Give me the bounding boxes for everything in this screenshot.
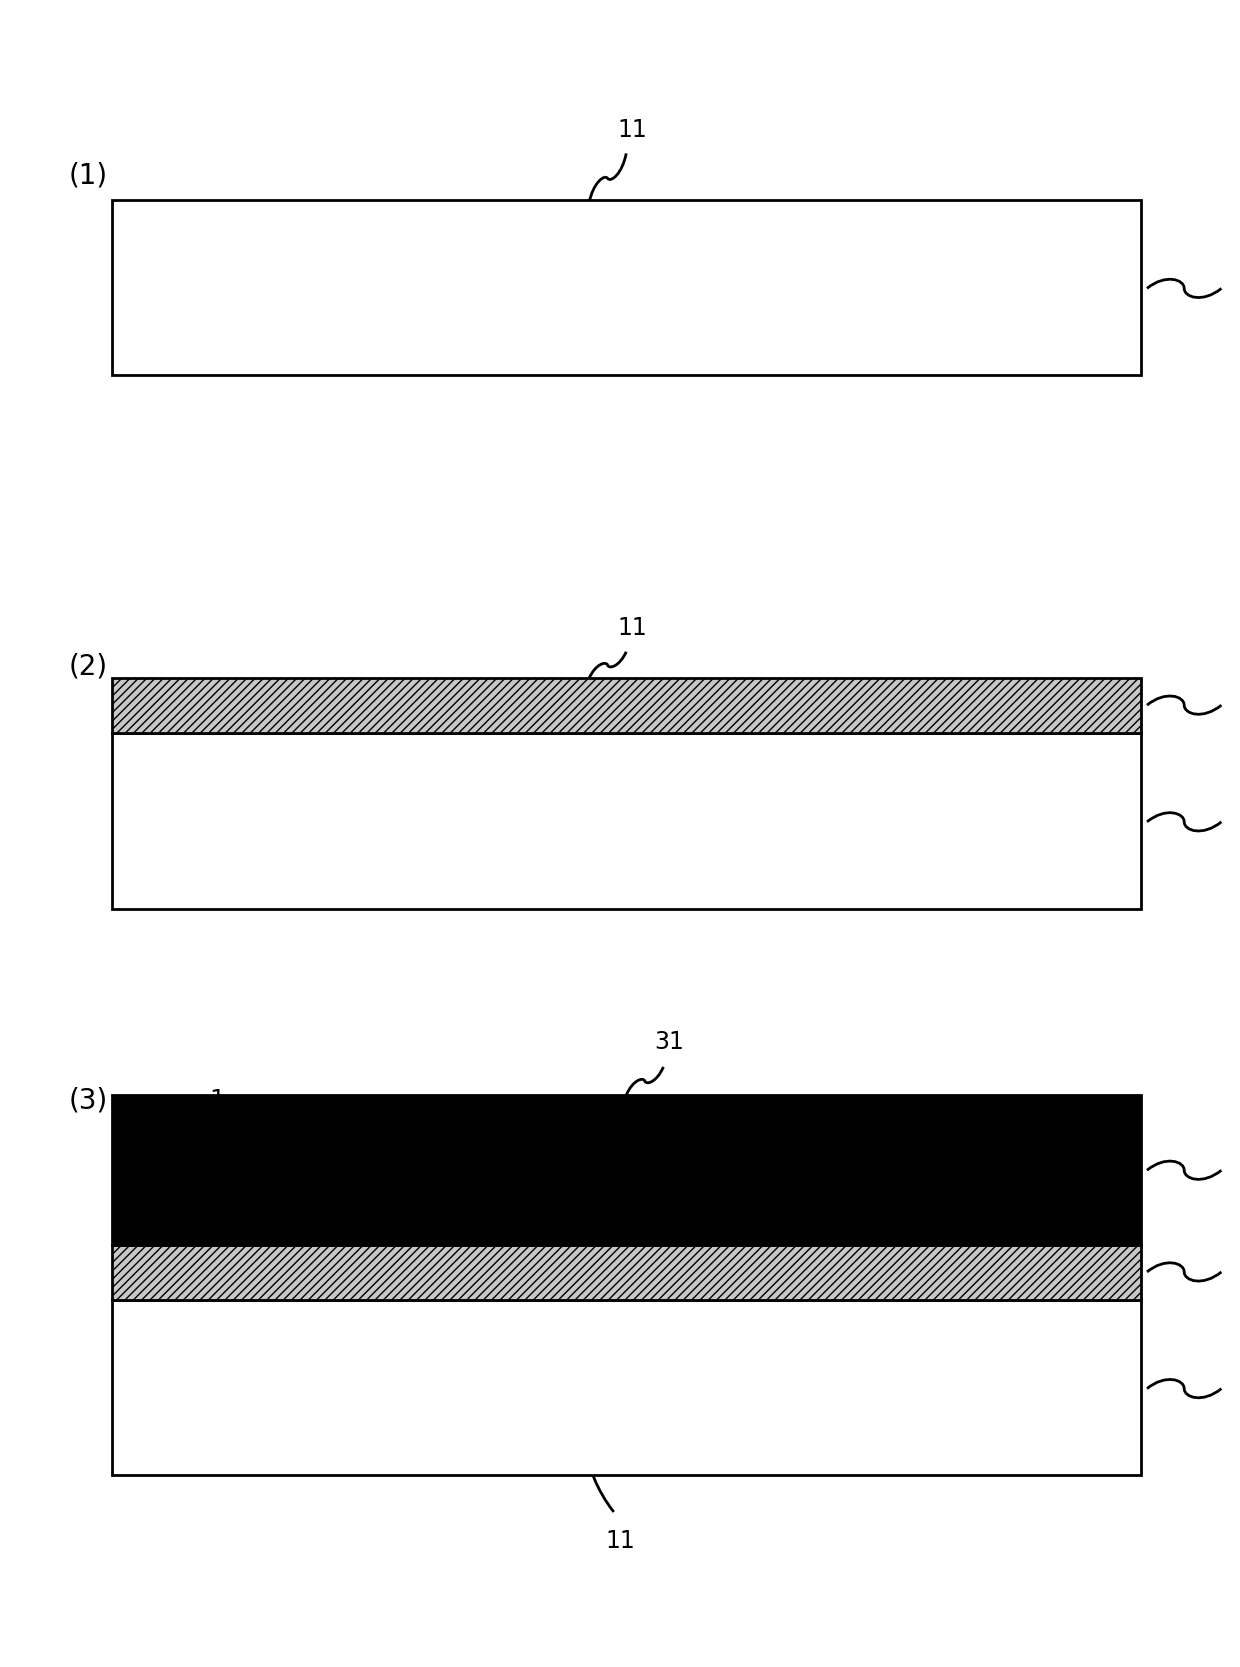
Bar (112, 200, 1141, 375)
Text: 11: 11 (605, 1529, 635, 1552)
Text: (2): (2) (68, 653, 108, 680)
Bar (112, 1300, 1141, 1475)
Text: 31: 31 (655, 1030, 684, 1054)
Bar (112, 1095, 1141, 1245)
Bar (112, 733, 1141, 909)
Bar (112, 1245, 1141, 1300)
Text: 11: 11 (618, 118, 647, 142)
Text: (1): (1) (68, 162, 108, 188)
Text: 1: 1 (210, 1089, 224, 1112)
Text: (3): (3) (68, 1087, 108, 1114)
Bar (112, 678, 1141, 733)
Text: 11: 11 (618, 617, 647, 640)
